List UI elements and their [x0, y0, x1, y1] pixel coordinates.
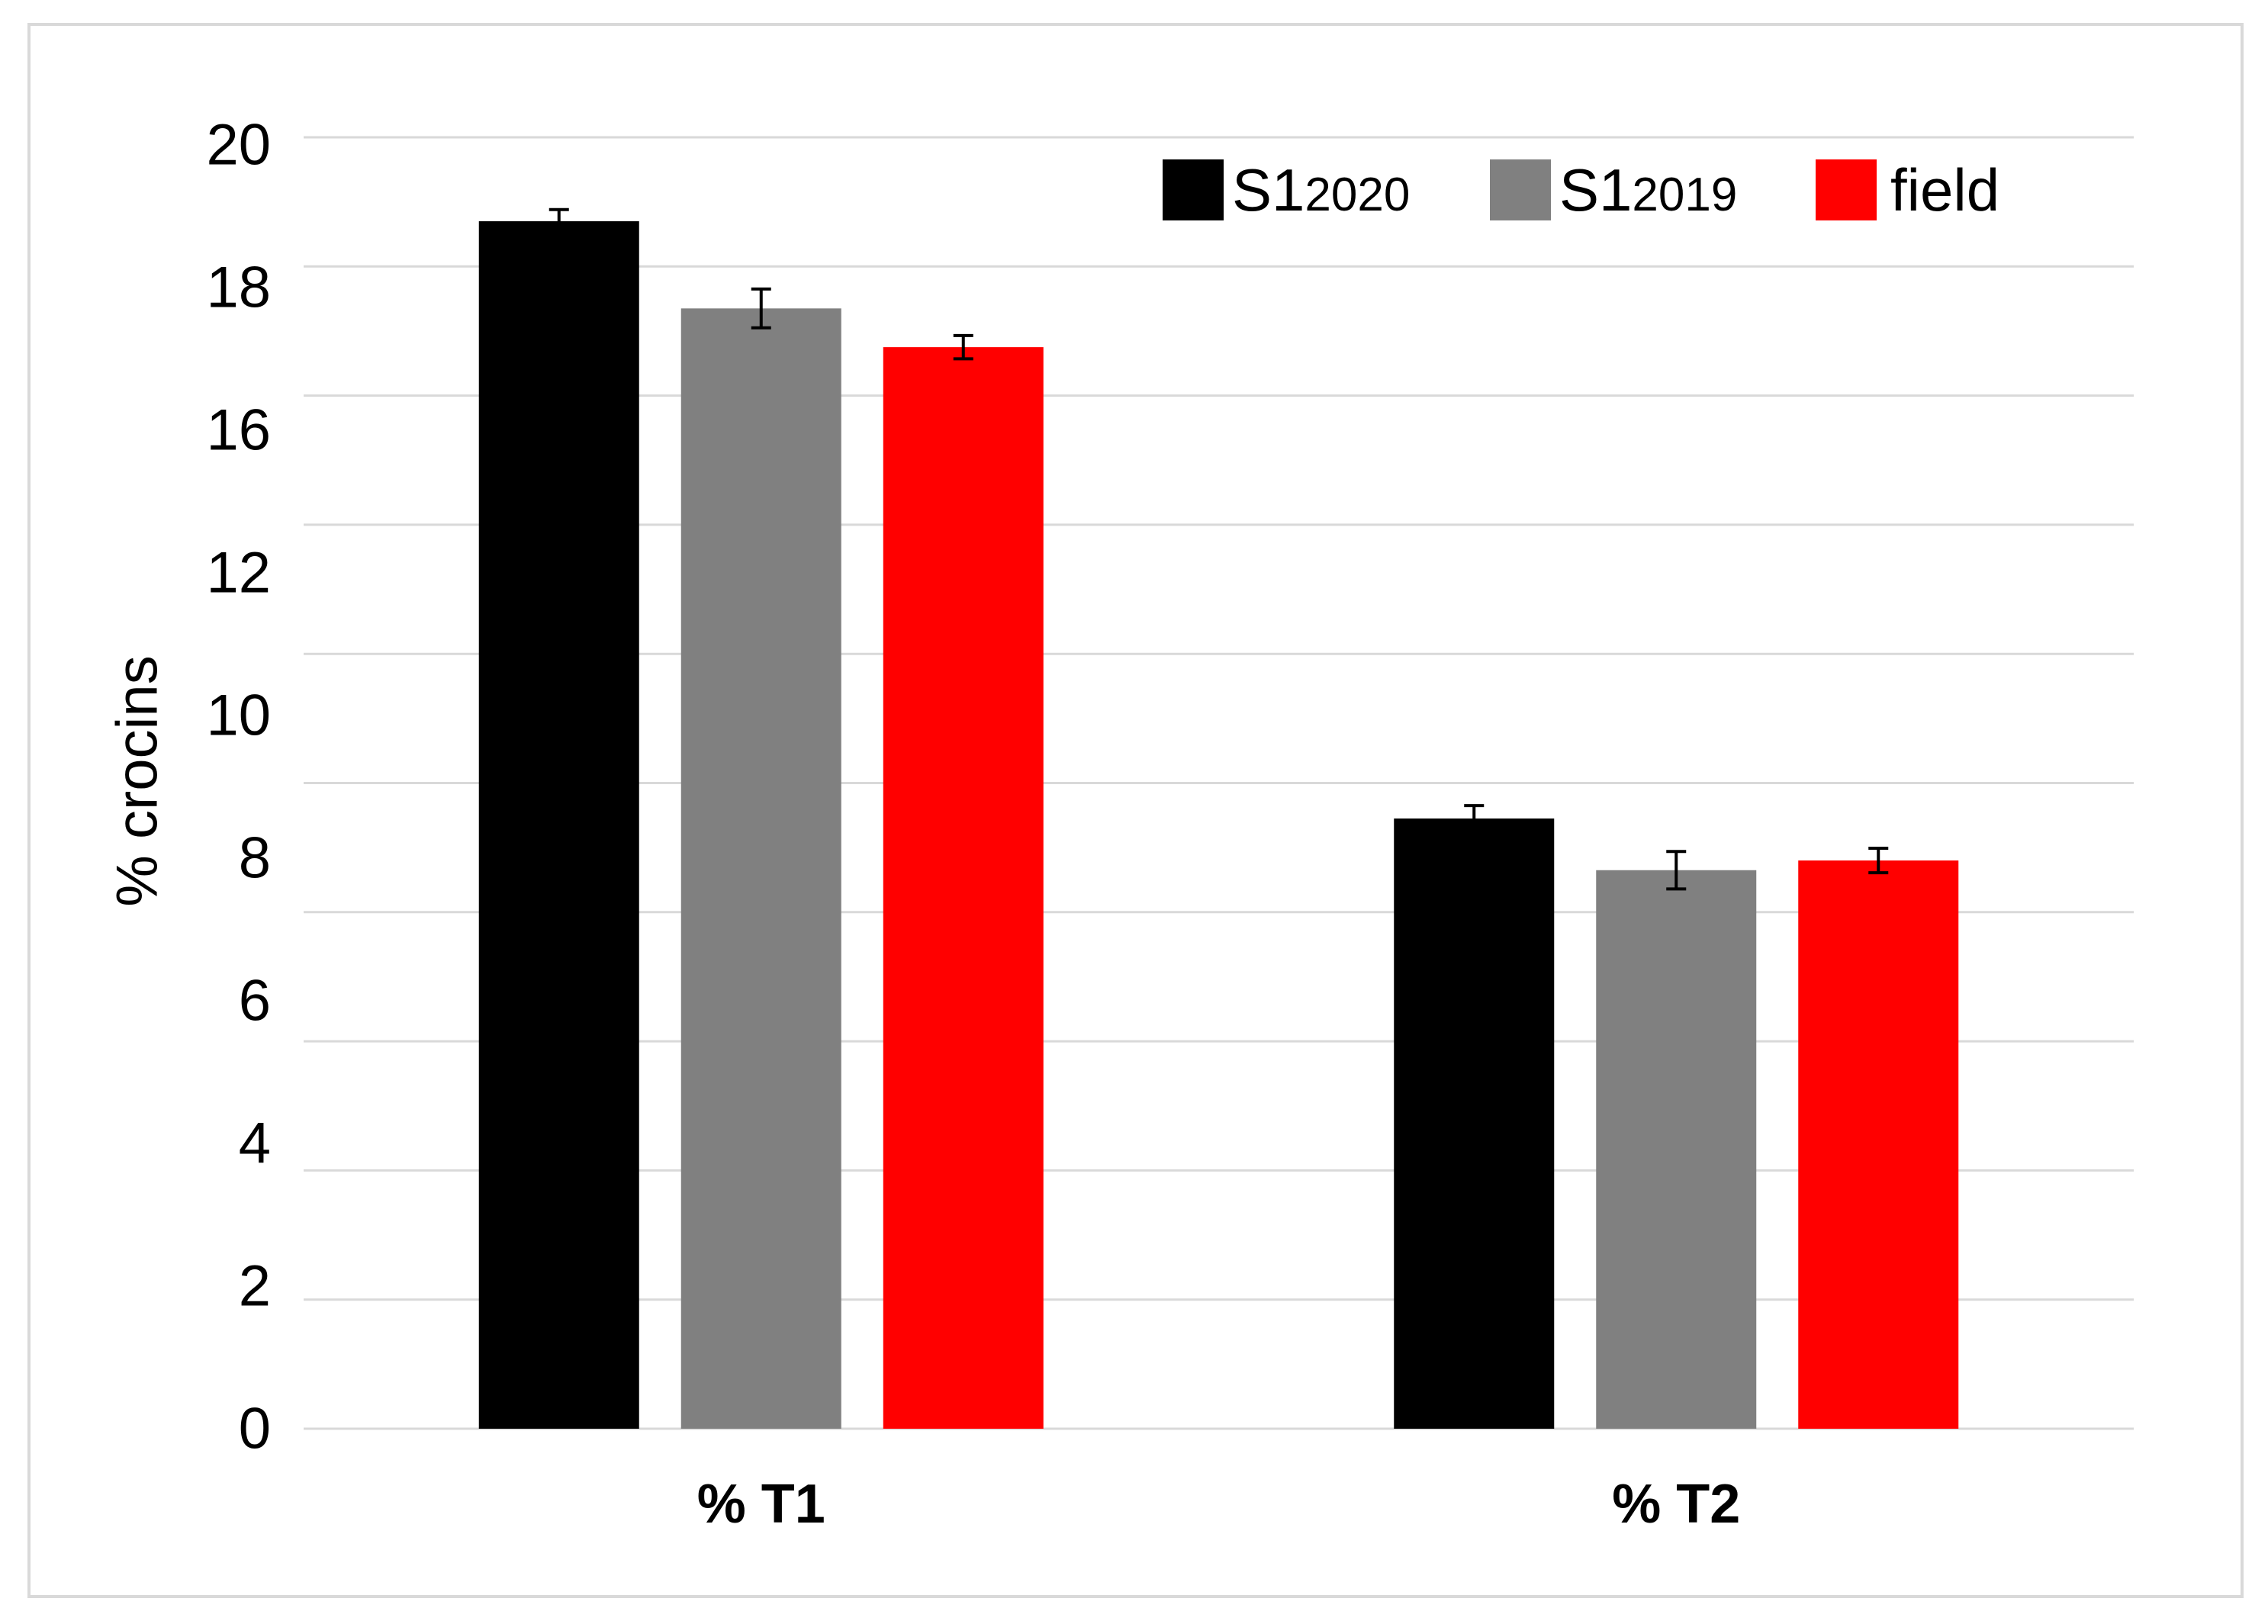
legend-label: field [1890, 156, 1999, 224]
legend-label-main: S1 [1559, 156, 1632, 224]
legend-item-field: field [1816, 156, 1999, 224]
error-bar-series-2-category-1 [1868, 846, 1889, 875]
y-tick-label: 20 [206, 113, 271, 178]
y-tick-label: 2 [239, 1254, 271, 1319]
legend-swatch [1490, 159, 1551, 220]
error-bar-series-1-category-1 [1666, 850, 1687, 891]
error-bars [549, 207, 1889, 891]
error-bar-series-0-category-1 [1464, 804, 1485, 833]
bar-series-1-category-1 [1596, 870, 1757, 1429]
legend-item-s1-2020: S12020 [1163, 156, 1410, 224]
bar-series-0-category-0 [478, 221, 639, 1429]
y-axis-title: % crocins [105, 655, 170, 906]
legend: S12020 S12019 field [1163, 156, 1999, 224]
legend-label: S12020 [1232, 156, 1410, 224]
legend-label-main: field [1890, 156, 1999, 224]
legend-label: S12019 [1559, 156, 1737, 224]
x-category-label: % T2 [1612, 1474, 1740, 1535]
legend-label-sub: 2020 [1305, 169, 1410, 221]
legend-swatch [1816, 159, 1877, 220]
bar-series-2-category-1 [1798, 860, 1959, 1429]
error-bar-series-0-category-0 [549, 207, 569, 235]
x-axis-category-labels: % T1 % T2 [697, 1474, 1741, 1535]
bar-series-0-category-1 [1394, 818, 1555, 1429]
y-tick-label: 10 [206, 683, 271, 748]
y-tick-label: 18 [206, 256, 271, 320]
error-bar-series-2-category-0 [953, 333, 973, 361]
bar-series-1-category-0 [680, 308, 841, 1429]
x-category-label: % T1 [697, 1474, 825, 1535]
legend-swatch [1163, 159, 1224, 220]
y-tick-label: 6 [239, 969, 271, 1034]
bar-series-2-category-0 [883, 347, 1044, 1429]
y-tick-label: 8 [239, 826, 271, 891]
legend-item-s1-2019: S12019 [1490, 156, 1737, 224]
bars [478, 221, 1959, 1429]
legend-label-main: S1 [1232, 156, 1305, 224]
y-tick-label: 12 [206, 541, 271, 606]
y-tick-label: 0 [239, 1397, 271, 1462]
y-tick-label: 16 [206, 398, 271, 463]
error-bar-series-1-category-0 [751, 287, 771, 330]
legend-label-sub: 2019 [1632, 169, 1737, 221]
y-tick-label: 4 [239, 1111, 271, 1176]
